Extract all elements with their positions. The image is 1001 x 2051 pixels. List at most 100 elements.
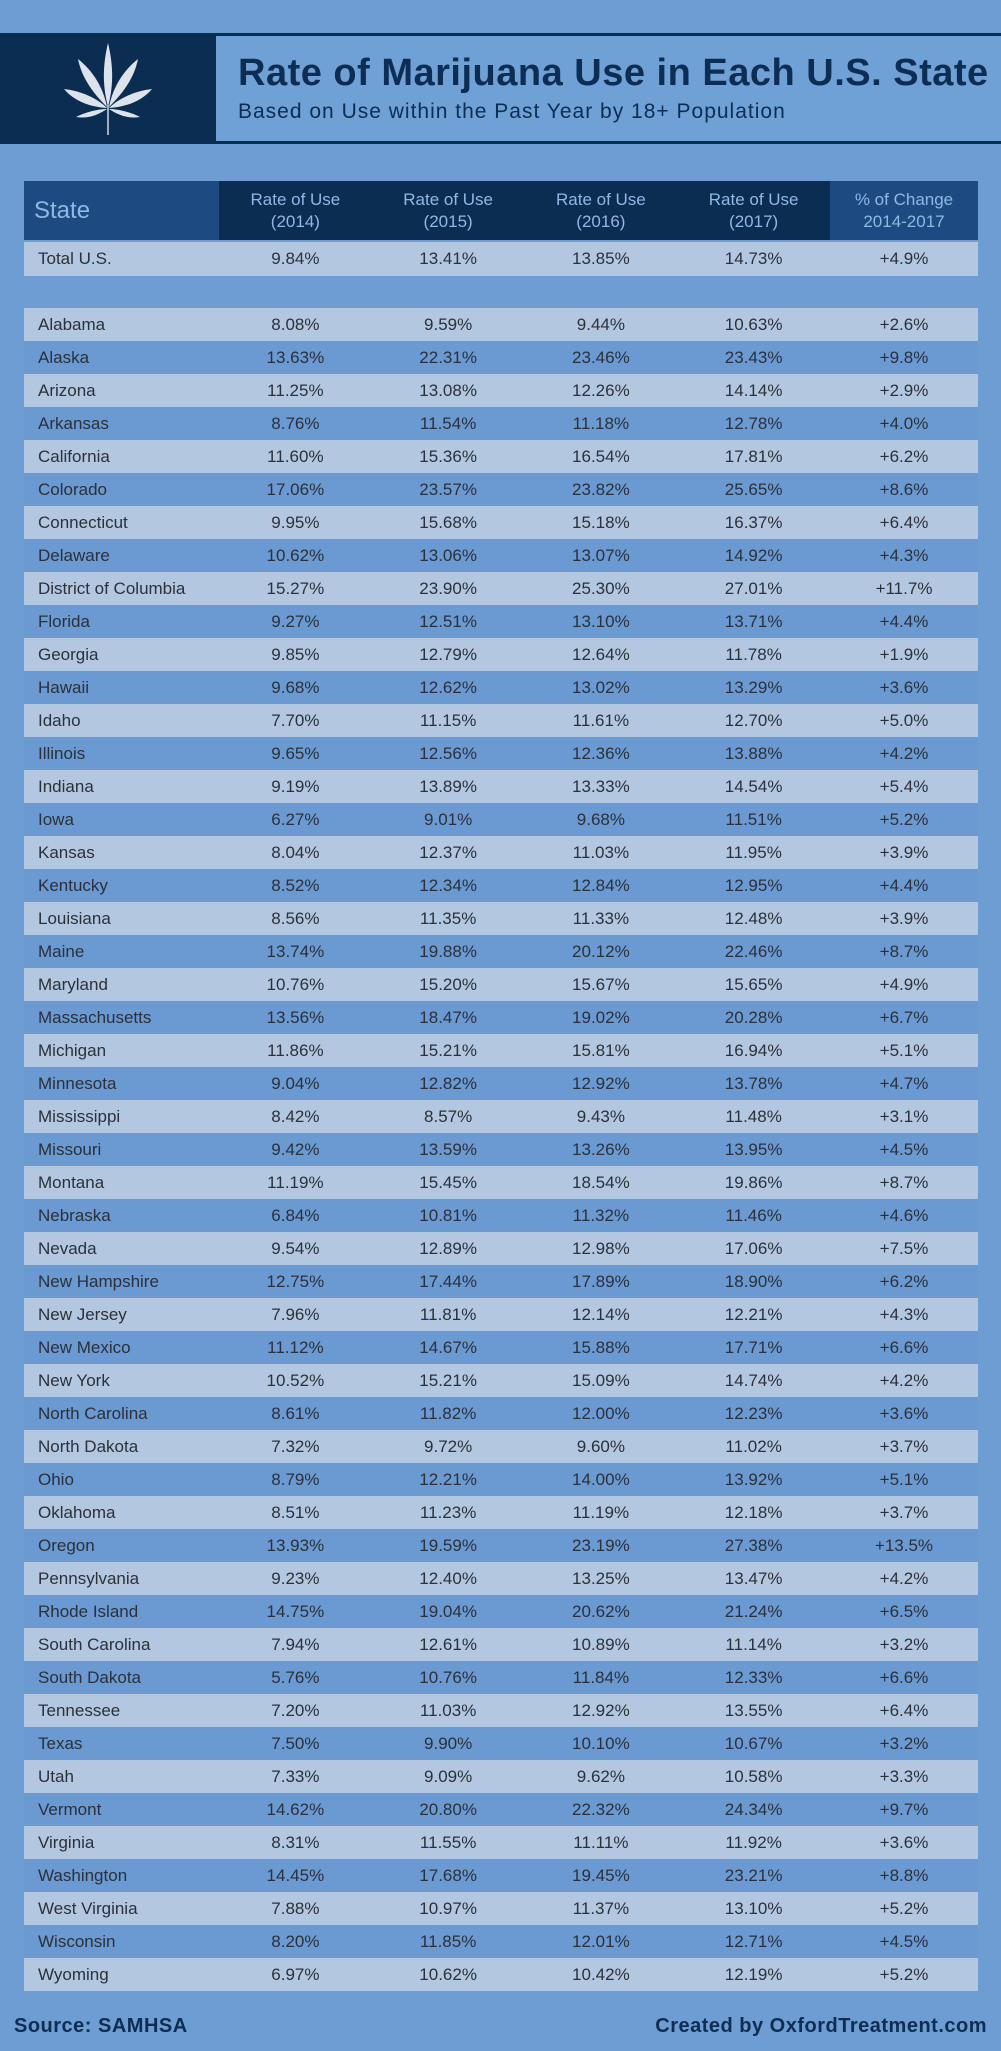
table-cell: +4.6% (879, 1205, 929, 1225)
table-cell: 12.51% (419, 611, 477, 631)
table-cell: 12.34% (419, 875, 477, 895)
table-cell: 12.36% (572, 743, 630, 763)
table-cell: 23.21% (724, 1865, 783, 1885)
table-cell: 19.02% (572, 1007, 630, 1027)
table-cell: 11.46% (725, 1205, 782, 1225)
table-cell: 10.52% (266, 1370, 325, 1390)
state-name: Wyoming (38, 1964, 109, 1984)
state-name: California (38, 446, 110, 466)
table-cell: 13.63% (266, 347, 325, 367)
table-cell: 11.82% (419, 1403, 477, 1423)
table-cell: 11.19% (267, 1172, 324, 1192)
state-name: New Hampshire (38, 1271, 159, 1291)
state-name: Alabama (38, 314, 106, 334)
table-cell: 15.36% (419, 446, 477, 466)
table-row: Ohio 8.79% 12.21% 14.00% 13.92% +5.1% (24, 1463, 978, 1496)
table-row: Delaware 10.62% 13.06% 13.07% 14.92% +4.3% (24, 539, 978, 572)
table-cell: 7.96% (271, 1304, 320, 1324)
table-row: Washington 14.45% 17.68% 19.45% 23.21% +8.8% (24, 1859, 978, 1892)
table-cell: 22.32% (572, 1799, 630, 1819)
state-name: Missouri (38, 1139, 102, 1159)
table-cell: +3.6% (879, 1832, 929, 1852)
table-cell: 12.48% (724, 908, 783, 928)
table-cell: 8.76% (271, 413, 320, 433)
table-cell: 13.10% (724, 1898, 783, 1918)
table-cell: +8.8% (879, 1865, 929, 1885)
table-cell: 18.90% (724, 1271, 783, 1291)
table-cell: +4.4% (879, 875, 929, 895)
table-cell: 6.84% (271, 1205, 320, 1225)
table-cell: 13.06% (419, 545, 477, 565)
table-cell: 15.21% (419, 1370, 477, 1390)
table-cell: +6.6% (879, 1667, 929, 1687)
state-name: Kansas (38, 842, 95, 862)
state-name: Total U.S. (38, 249, 112, 268)
table-cell: 14.62% (266, 1799, 325, 1819)
table-cell: 12.89% (419, 1238, 477, 1258)
state-name: New York (38, 1370, 110, 1390)
table-cell: +4.9% (879, 249, 929, 268)
table-cell: 13.25% (572, 1568, 630, 1588)
table-cell: +3.1% (879, 1106, 929, 1126)
table-cell: 23.43% (724, 347, 783, 367)
table-cell: 11.15% (419, 710, 477, 730)
column-header: Rate of Use (2015) (403, 189, 493, 231)
table-cell: +8.6% (879, 479, 929, 499)
table-cell: 9.65% (271, 743, 320, 763)
table-cell: 15.88% (572, 1337, 630, 1357)
table-cell: 10.89% (572, 1634, 630, 1654)
table-cell: 19.45% (572, 1865, 630, 1885)
state-name: Washington (38, 1865, 128, 1885)
table-cell: +3.6% (879, 677, 929, 697)
table-cell: 11.25% (267, 380, 324, 400)
table-cell: 12.21% (419, 1469, 477, 1489)
table-cell: 13.33% (572, 776, 630, 796)
table-cell: 13.08% (419, 380, 477, 400)
table-cell: 15.68% (419, 512, 477, 532)
table-cell: +4.9% (879, 974, 929, 994)
table-row: California 11.60% 15.36% 16.54% 17.81% +6.2% (24, 440, 978, 473)
table-cell: 11.18% (572, 413, 630, 433)
page-title: Rate of Marijuana Use in Each U.S. State (238, 52, 989, 94)
column-header: Rate of Use (2017) (708, 189, 799, 231)
table-cell: +2.6% (879, 314, 929, 334)
table-cell: 12.00% (572, 1403, 630, 1423)
state-name: North Carolina (38, 1403, 148, 1423)
table-cell: 9.95% (271, 512, 320, 532)
table-cell: 7.20% (271, 1700, 320, 1720)
state-name: Oklahoma (38, 1502, 116, 1522)
state-name: Delaware (38, 545, 110, 565)
table-cell: 12.79% (419, 644, 477, 664)
state-name: Iowa (38, 809, 74, 829)
table-cell: 12.61% (419, 1634, 477, 1654)
table-row: Michigan 11.86% 15.21% 15.81% 16.94% +5.1% (24, 1034, 978, 1067)
table-cell: 14.75% (266, 1601, 325, 1621)
table-cell: 12.98% (572, 1238, 630, 1258)
table-cell: 10.76% (266, 974, 325, 994)
table-cell: 13.95% (724, 1139, 783, 1159)
table-cell: 16.94% (724, 1040, 783, 1060)
column-header: % of Change 2014-2017 (830, 181, 978, 240)
table-row: South Dakota 5.76% 10.76% 11.84% 12.33% +6.6% (24, 1661, 978, 1694)
table-cell: 8.61% (271, 1403, 320, 1423)
table-cell: +2.9% (879, 380, 929, 400)
table-cell: 13.88% (724, 743, 783, 763)
table-row: Mississippi 8.42% 8.57% 9.43% 11.48% +3.1% (24, 1100, 978, 1133)
table-cell: +4.3% (879, 1304, 929, 1324)
table-row: Tennessee 7.20% 11.03% 12.92% 13.55% +6.4% (24, 1694, 978, 1727)
table-cell: 11.35% (419, 908, 477, 928)
table-cell: 13.26% (572, 1139, 630, 1159)
table-cell: 19.88% (419, 941, 477, 961)
table-cell: 8.08% (271, 314, 320, 334)
table-cell: 10.62% (419, 1964, 477, 1984)
table-row: Georgia 9.85% 12.79% 12.64% 11.78% +1.9% (24, 638, 978, 671)
table-cell: 8.20% (271, 1931, 320, 1951)
table-cell: +3.7% (879, 1436, 929, 1456)
table-row: Nevada 9.54% 12.89% 12.98% 17.06% +7.5% (24, 1232, 978, 1265)
table-cell: 12.92% (572, 1073, 630, 1093)
table-cell: 10.42% (572, 1964, 630, 1984)
table-row: Oklahoma 8.51% 11.23% 11.19% 12.18% +3.7% (24, 1496, 978, 1529)
table-cell: 14.14% (724, 380, 783, 400)
table-cell: 12.37% (419, 842, 477, 862)
table-cell: 12.82% (419, 1073, 477, 1093)
